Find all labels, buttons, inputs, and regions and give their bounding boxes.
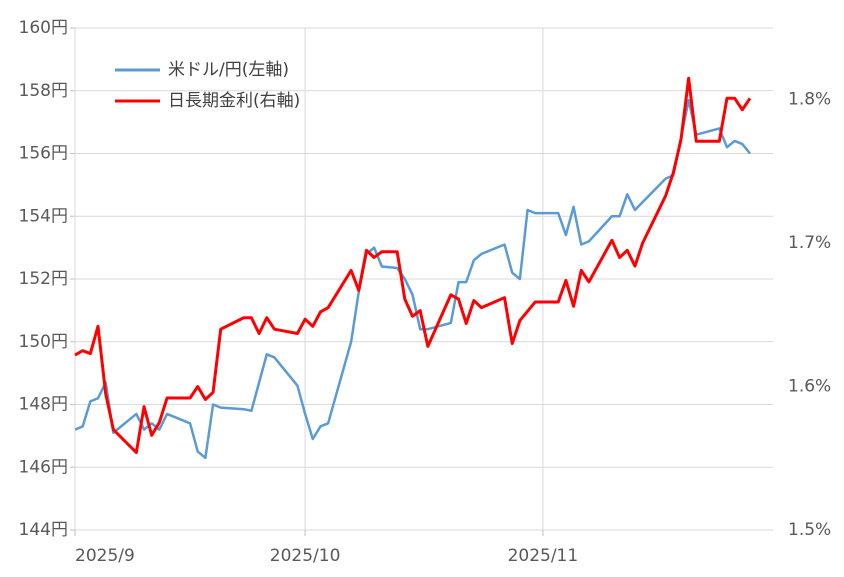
y-tick-label: 156円 — [19, 144, 68, 164]
y2-tick-label: 1.8% — [788, 90, 831, 110]
y2-tick-label: 1.6% — [788, 377, 831, 397]
y2-tick-label: 1.5% — [788, 520, 831, 540]
data-line — [74, 76, 752, 455]
y-tick-label: 144円 — [19, 520, 68, 540]
data-line — [74, 98, 751, 460]
legend-label: 日長期金利(右軸) — [168, 91, 300, 111]
y-tick-label: 154円 — [19, 206, 68, 226]
legend: 米ドル/円(左軸) 日長期金利(右軸) — [115, 60, 300, 111]
y2-tick-label: 1.7% — [788, 233, 831, 253]
legend-label: 米ドル/円(左軸) — [168, 60, 289, 80]
y-tick-label: 158円 — [19, 81, 68, 101]
y-tick-label: 152円 — [19, 269, 68, 289]
x-tick-label: 2025/9 — [75, 546, 135, 566]
plot-lines — [74, 76, 752, 460]
x-tick-label: 2025/11 — [508, 546, 579, 566]
y-tick-label: 148円 — [19, 395, 68, 415]
x-tick-label: 2025/10 — [270, 546, 341, 566]
y-tick-label: 150円 — [19, 332, 68, 352]
y-tick-label: 160円 — [19, 18, 68, 38]
y-tick-label: 146円 — [19, 457, 68, 477]
